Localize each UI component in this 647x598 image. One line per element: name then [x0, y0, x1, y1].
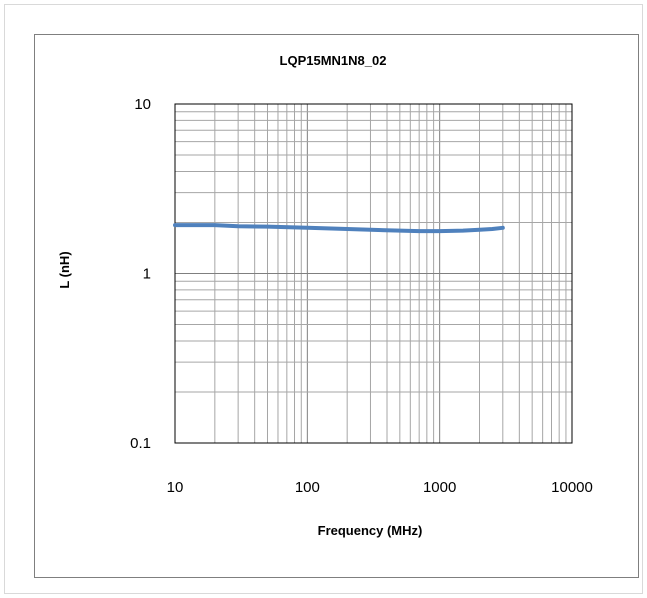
x-tick-labels: 10 100 1000 10000: [167, 479, 593, 496]
y-tick-label: 0.1: [130, 435, 151, 452]
y-tick-labels: 0.1 1 10: [130, 96, 151, 452]
chart-container: [4, 4, 643, 594]
chart-title: LQP15MN1N8_02: [280, 53, 387, 68]
series-line: [173, 223, 505, 234]
plot-area: [174, 103, 573, 444]
x-tick-label: 10: [167, 479, 184, 496]
y-axis-label: L (nH): [57, 251, 72, 288]
x-tick-label: 10000: [551, 479, 593, 496]
chart-frame: [34, 34, 639, 578]
y-tick-label: 1: [143, 266, 151, 283]
x-tick-label: 1000: [423, 479, 456, 496]
y-tick-label: 10: [134, 96, 151, 113]
x-tick-label: 100: [295, 479, 320, 496]
series-layer: [173, 223, 505, 234]
x-axis-label: Frequency (MHz): [318, 523, 423, 538]
grid: [174, 104, 572, 444]
